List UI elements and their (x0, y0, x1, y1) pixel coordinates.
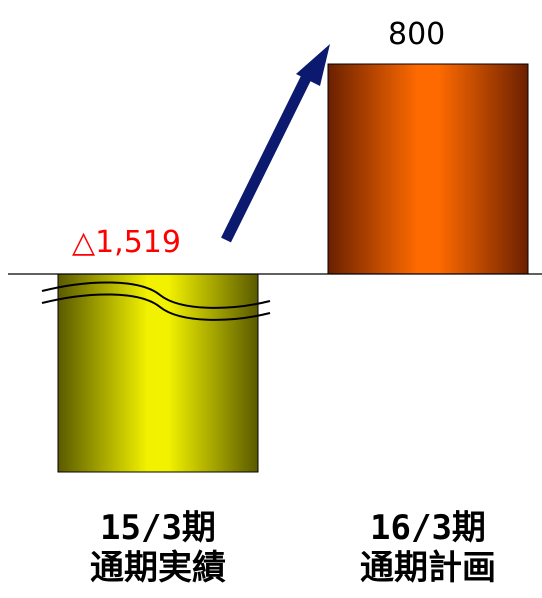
bar-1 (327, 63, 529, 275)
category-label-0: 15/3期 通期実績 (58, 508, 258, 588)
category-label-1: 16/3期 通期計画 (328, 508, 528, 588)
axis-break-mark (41, 281, 271, 321)
category-name: 通期実績 (90, 548, 226, 588)
data-label-1: 800 (388, 17, 446, 52)
data-label-0: △1,519 (72, 225, 181, 260)
bar-0 (57, 273, 259, 473)
category-period: 15/3期 (100, 508, 216, 548)
category-name: 通期計画 (360, 548, 496, 588)
category-period: 16/3期 (370, 508, 486, 548)
increase-arrow (221, 44, 330, 243)
